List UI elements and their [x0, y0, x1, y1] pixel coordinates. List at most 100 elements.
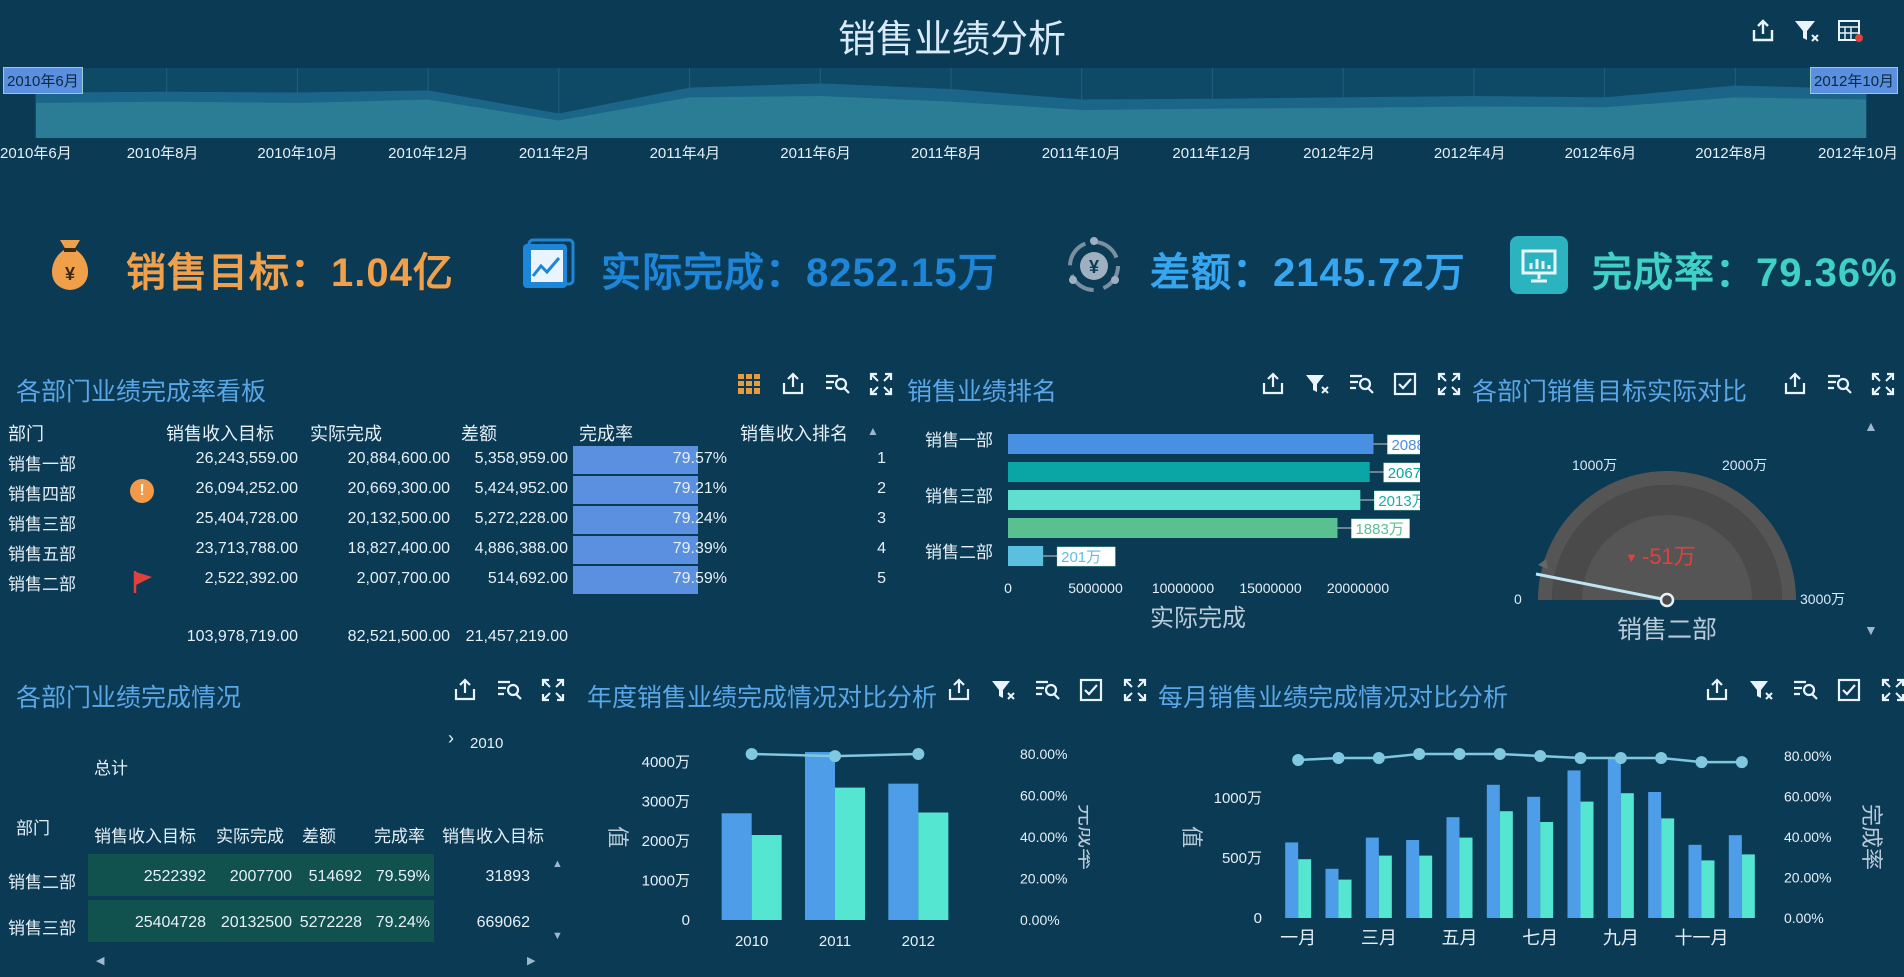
actual-bar[interactable] [1620, 793, 1634, 918]
rate-point[interactable] [1413, 747, 1426, 760]
annual-chart[interactable]: 0 1000万 2000万 3000万 4000万 0.00% 20.00% 40.00% 60… [590, 720, 1090, 970]
rate-point[interactable] [1574, 752, 1587, 765]
rate-point[interactable] [912, 748, 925, 760]
column-header[interactable]: 销售收入目标 [166, 424, 274, 444]
clear-filter-icon[interactable] [1792, 18, 1822, 48]
target-bar[interactable] [1325, 868, 1339, 918]
rate-point[interactable] [1292, 754, 1305, 767]
fullscreen-icon[interactable] [1120, 678, 1150, 708]
monthly-chart[interactable]: 0 500万 1000万 0.00% 20.00% 40.00% 60.00% 80.00% 值… [1160, 720, 1904, 970]
actual-bar[interactable] [1580, 801, 1594, 918]
export-icon[interactable] [1748, 18, 1778, 48]
target-bar[interactable] [721, 813, 752, 920]
clear-filter-icon[interactable] [988, 678, 1018, 708]
scroll-up-icon[interactable]: ▲ [1864, 418, 1878, 434]
actual-bar[interactable] [1701, 860, 1715, 918]
filter-search-icon[interactable] [494, 678, 524, 708]
rate-point[interactable] [1493, 747, 1506, 760]
checkbox-icon[interactable] [1390, 372, 1420, 402]
rate-point[interactable] [1655, 752, 1668, 765]
actual-bar[interactable] [918, 812, 949, 920]
ranking-bar[interactable] [1008, 434, 1374, 454]
gauge-chart[interactable]: 0 1000万 2000万 3000万 ▼ -51万 销售二部 [1500, 440, 1880, 650]
target-bar[interactable] [1406, 840, 1420, 918]
rate-point[interactable] [1735, 756, 1748, 769]
filter-search-icon[interactable] [1346, 372, 1376, 402]
target-bar[interactable] [888, 783, 919, 920]
rate-point[interactable] [745, 748, 758, 760]
scroll-up-icon[interactable]: ▲ [552, 858, 563, 870]
export-icon[interactable] [778, 372, 808, 402]
fullscreen-icon[interactable] [1878, 678, 1904, 708]
scroll-left-icon[interactable]: ◀ [96, 955, 105, 967]
export-icon[interactable] [1258, 372, 1288, 402]
rate-point[interactable] [1332, 752, 1345, 765]
actual-bar[interactable] [751, 835, 782, 920]
filter-search-icon[interactable] [1032, 678, 1062, 708]
actual-bar[interactable] [1419, 855, 1433, 918]
rate-point[interactable] [1534, 750, 1547, 762]
column-header[interactable]: 销售收入目标 [94, 827, 196, 846]
actual-bar[interactable] [1378, 855, 1392, 918]
target-bar[interactable] [1527, 796, 1541, 918]
export-icon[interactable] [1702, 678, 1732, 708]
fullscreen-icon[interactable] [1434, 372, 1464, 402]
target-bar[interactable] [1648, 792, 1662, 918]
timeline-chart[interactable] [0, 56, 1904, 166]
target-bar[interactable] [1567, 770, 1581, 918]
column-header[interactable]: 完成率 [579, 424, 633, 444]
actual-bar[interactable] [1459, 837, 1473, 918]
ranking-bar[interactable] [1008, 462, 1370, 482]
rate-point[interactable] [1453, 747, 1466, 760]
rate-point[interactable] [829, 750, 841, 763]
sort-asc-icon[interactable]: ▲ [867, 424, 879, 438]
rate-point[interactable] [1614, 752, 1627, 765]
filter-search-icon[interactable] [1790, 678, 1820, 708]
ranking-bar[interactable] [1008, 490, 1361, 510]
column-header[interactable]: 完成率 [374, 827, 425, 846]
timeline-end-handle[interactable]: 2012年10月 [1810, 67, 1899, 94]
rate-point[interactable] [1695, 756, 1708, 769]
target-bar[interactable] [1446, 817, 1460, 918]
fullscreen-icon[interactable] [1868, 372, 1898, 402]
filter-search-icon[interactable] [822, 372, 852, 402]
table-row[interactable] [88, 900, 434, 943]
target-bar[interactable] [1607, 757, 1621, 918]
fullscreen-icon[interactable] [866, 372, 896, 402]
scroll-down-icon[interactable]: ▼ [1864, 622, 1878, 638]
column-header[interactable]: 实际完成 [310, 424, 382, 444]
actual-bar[interactable] [1661, 818, 1675, 918]
target-bar[interactable] [1486, 784, 1500, 918]
expand-chevron-icon[interactable]: › [448, 728, 454, 748]
export-icon[interactable] [1780, 372, 1810, 402]
export-icon[interactable] [944, 678, 974, 708]
scroll-right-icon[interactable]: ▶ [527, 955, 536, 967]
actual-bar[interactable] [1298, 859, 1312, 918]
ranking-bar[interactable] [1008, 546, 1044, 566]
checkbox-icon[interactable] [1834, 678, 1864, 708]
ranking-bar[interactable] [1008, 518, 1338, 538]
target-bar[interactable] [1728, 835, 1742, 918]
calendar-icon[interactable] [1836, 18, 1866, 48]
column-header[interactable]: 差额 [461, 424, 497, 444]
export-icon[interactable] [450, 678, 480, 708]
scroll-down-icon[interactable]: ▼ [552, 930, 563, 942]
column-header[interactable]: 实际完成 [216, 827, 284, 846]
actual-bar[interactable] [1741, 854, 1755, 918]
clear-filter-icon[interactable] [1302, 372, 1332, 402]
actual-bar[interactable] [1338, 879, 1352, 918]
actual-bar[interactable] [835, 787, 865, 920]
column-header[interactable]: 销售收入排名 [740, 424, 848, 444]
actual-bar[interactable] [1499, 811, 1513, 918]
target-bar[interactable] [1365, 837, 1379, 918]
table-row[interactable] [88, 854, 434, 897]
fullscreen-icon[interactable] [538, 678, 568, 708]
timeline-start-handle[interactable]: 2010年6月 [3, 67, 83, 94]
target-bar[interactable] [1285, 842, 1299, 918]
target-bar[interactable] [805, 752, 835, 920]
actual-bar[interactable] [1540, 822, 1554, 918]
filter-search-icon[interactable] [1824, 372, 1854, 402]
rate-point[interactable] [1372, 752, 1385, 765]
column-header[interactable]: 销售收入目标 [442, 827, 544, 846]
